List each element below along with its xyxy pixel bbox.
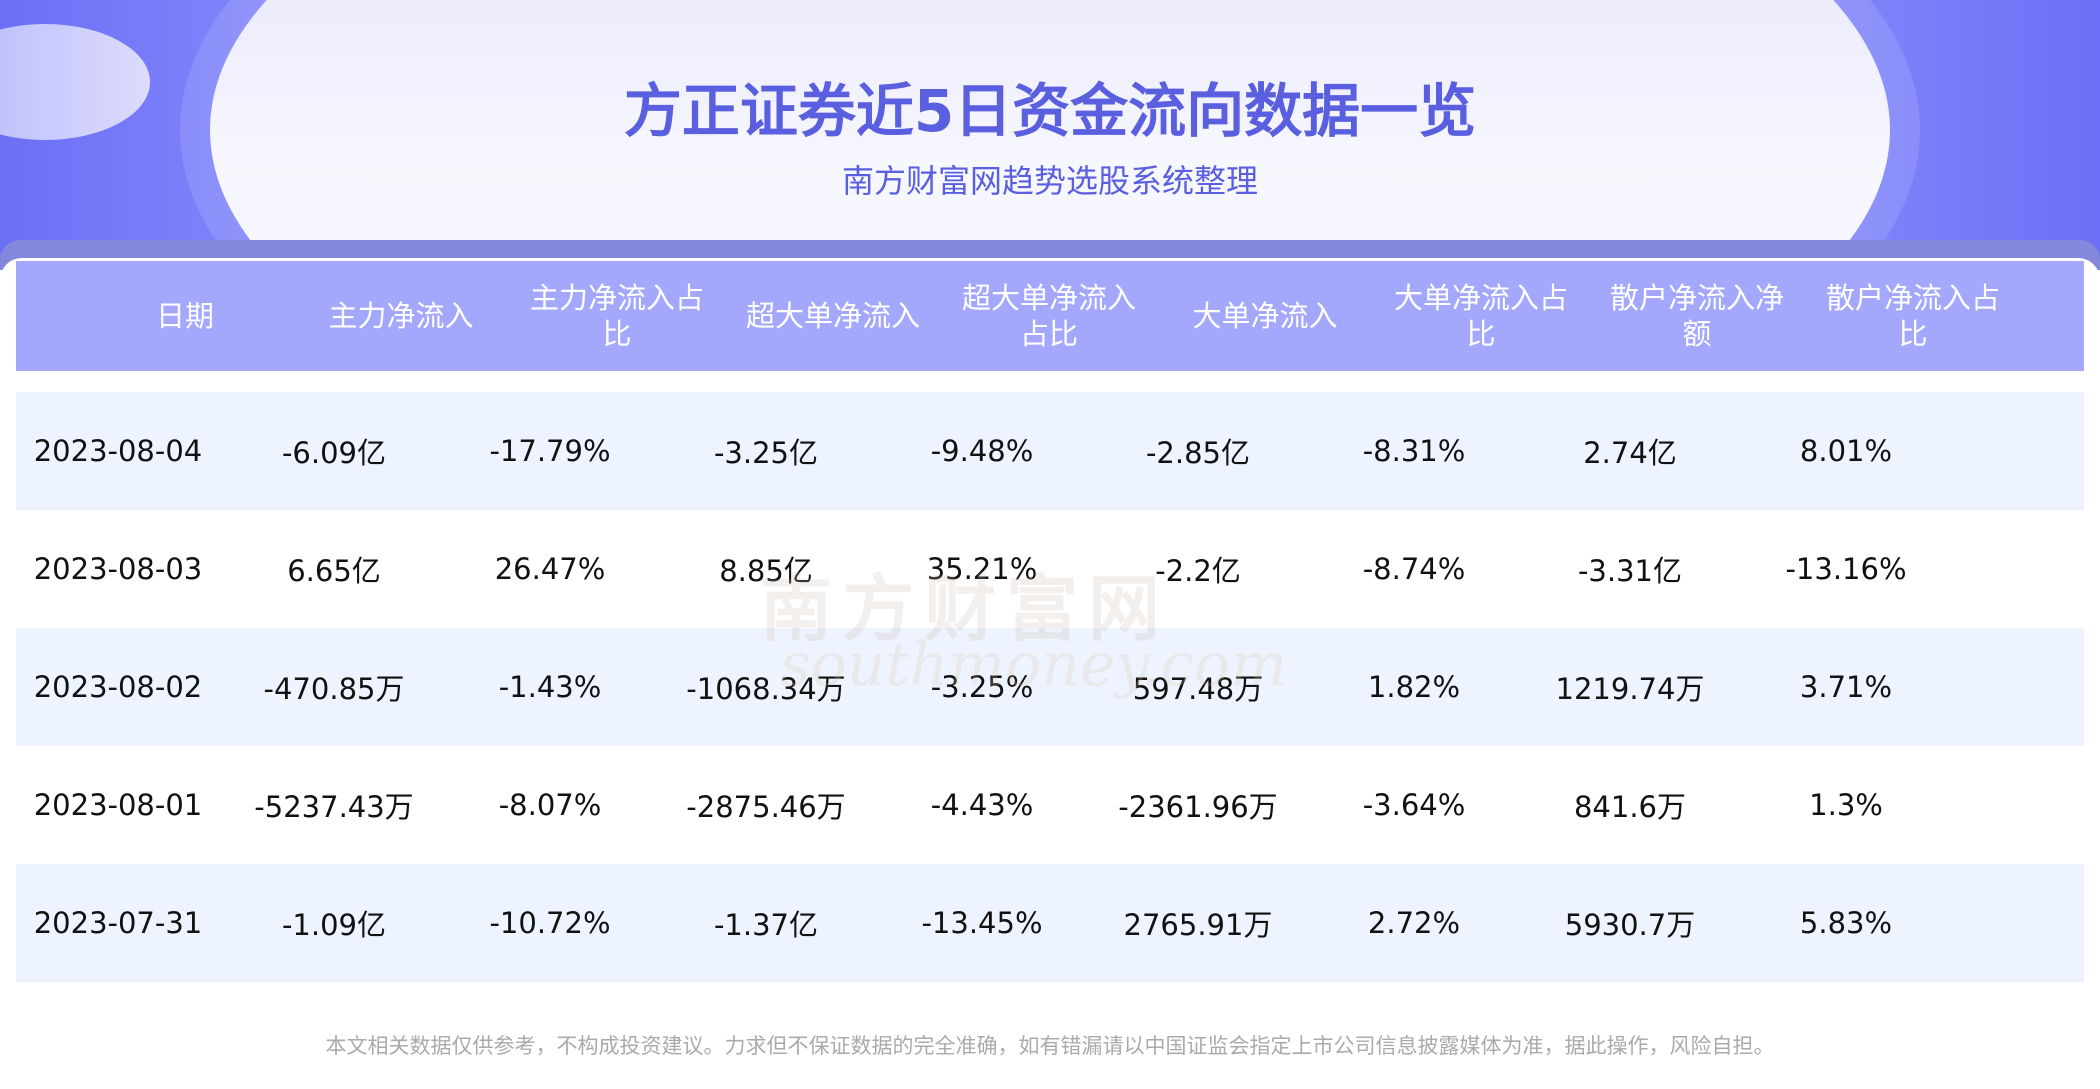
table-cell: -10.72% — [489, 906, 611, 940]
table-cell: -8.07% — [498, 788, 602, 822]
table-cell: -1.09亿 — [281, 908, 387, 942]
table-cell: -3.25% — [930, 670, 1034, 704]
column-header: 散户净流入占比 — [1825, 281, 2000, 351]
table-cell: -3.31亿 — [1577, 554, 1683, 588]
header-background — [0, 0, 2100, 260]
table-cell: -1.37亿 — [713, 908, 819, 942]
column-header: 散户净流入净额 — [1609, 281, 1784, 351]
table-cell: -17.79% — [489, 434, 611, 468]
table-cell: 8.85亿 — [719, 554, 813, 588]
table-cell: -9.48% — [930, 434, 1034, 468]
column-header: 大单净流入占比 — [1393, 281, 1568, 351]
table-cell: 2.72% — [1367, 906, 1461, 940]
table-cell: 2023-08-02 — [33, 670, 203, 704]
table-cell: -6.09亿 — [281, 436, 387, 470]
table-cell: 2765.91万 — [1123, 908, 1273, 942]
column-header: 日期 — [155, 299, 214, 333]
table-cell: 2023-07-31 — [33, 906, 203, 940]
table-cell: -1.43% — [498, 670, 602, 704]
table-cell: 8.01% — [1799, 434, 1893, 468]
table-cell: -1068.34万 — [686, 672, 846, 706]
table-cell: 1.82% — [1367, 670, 1461, 704]
table-cell: -3.25亿 — [713, 436, 819, 470]
table-cell: -8.31% — [1362, 434, 1466, 468]
table-cell: 2023-08-04 — [33, 434, 203, 468]
table-cell: -2361.96万 — [1118, 790, 1278, 824]
table-cell: 26.47% — [494, 552, 606, 586]
column-header: 超大单净流入 — [745, 299, 920, 333]
table-cell: 1.3% — [1809, 788, 1883, 822]
disclaimer: 本文相关数据仅供参考，不构成投资建议。力求但不保证数据的完全准确，如有错漏请以中… — [325, 1034, 1775, 1058]
table-cell: 2023-08-01 — [33, 788, 203, 822]
table-cell: 1219.74万 — [1555, 672, 1705, 706]
table-cell: 5930.7万 — [1564, 908, 1696, 942]
table-row: 2023-08-04 -6.09亿 -17.79% -3.25亿 -9.48% -2.85… — [16, 392, 2084, 510]
table-row: 2023-08-02 -470.85万 -1.43% -1068.34万 -3.25% 5… — [16, 628, 2084, 746]
table-cell: 841.6万 — [1573, 790, 1687, 824]
page-subtitle: 南方财富网趋势选股系统整理 — [841, 162, 1258, 200]
table-cell: -2.2亿 — [1155, 554, 1241, 588]
table-cell: -2875.46万 — [686, 790, 846, 824]
table-row: 2023-08-03 6.65亿 26.47% 8.85亿 35.21% -2.2亿 -8.… — [16, 510, 2084, 628]
table-cell: -3.64% — [1362, 788, 1466, 822]
watermark-url: southmoney.com — [780, 630, 1288, 700]
column-header: 大单净流入 — [1192, 299, 1338, 333]
table-row: 2023-08-01 -5237.43万 -8.07% -2875.46万 -4.43%… — [16, 746, 2084, 864]
table-row: 2023-07-31 -1.09亿 -10.72% -1.37亿 -13.45% 2765… — [16, 864, 2084, 982]
table-cell: -5237.43万 — [254, 790, 414, 824]
table-cell: 5.83% — [1799, 906, 1893, 940]
page-title: 方正证券近5日资金流向数据一览 — [623, 77, 1477, 145]
table-cell: 2.74亿 — [1583, 436, 1677, 470]
table-cell: 6.65亿 — [287, 554, 381, 588]
table-cell: -13.16% — [1785, 552, 1907, 586]
table-cell: -2.85亿 — [1145, 436, 1251, 470]
table-cell: -470.85万 — [263, 672, 405, 706]
table-cell: 2023-08-03 — [33, 552, 203, 586]
column-header: 超大单净流入占比 — [961, 281, 1136, 351]
table-cell: -4.43% — [930, 788, 1034, 822]
table-cell: 35.21% — [926, 552, 1038, 586]
table-cell: -8.74% — [1362, 552, 1466, 586]
column-header: 主力净流入 — [328, 299, 474, 333]
table-header: 日期 主力净流入 主力净流入占比 超大单净流入 超大单净流入占比 大单净流入 大单净流入占比… — [16, 261, 2084, 371]
table-cell: 597.48万 — [1132, 672, 1264, 706]
watermark: 南方财富网 — [760, 567, 1171, 651]
table-cell: -13.45% — [921, 906, 1043, 940]
table-cell: 3.71% — [1799, 670, 1893, 704]
column-header: 主力净流入占比 — [529, 281, 704, 351]
